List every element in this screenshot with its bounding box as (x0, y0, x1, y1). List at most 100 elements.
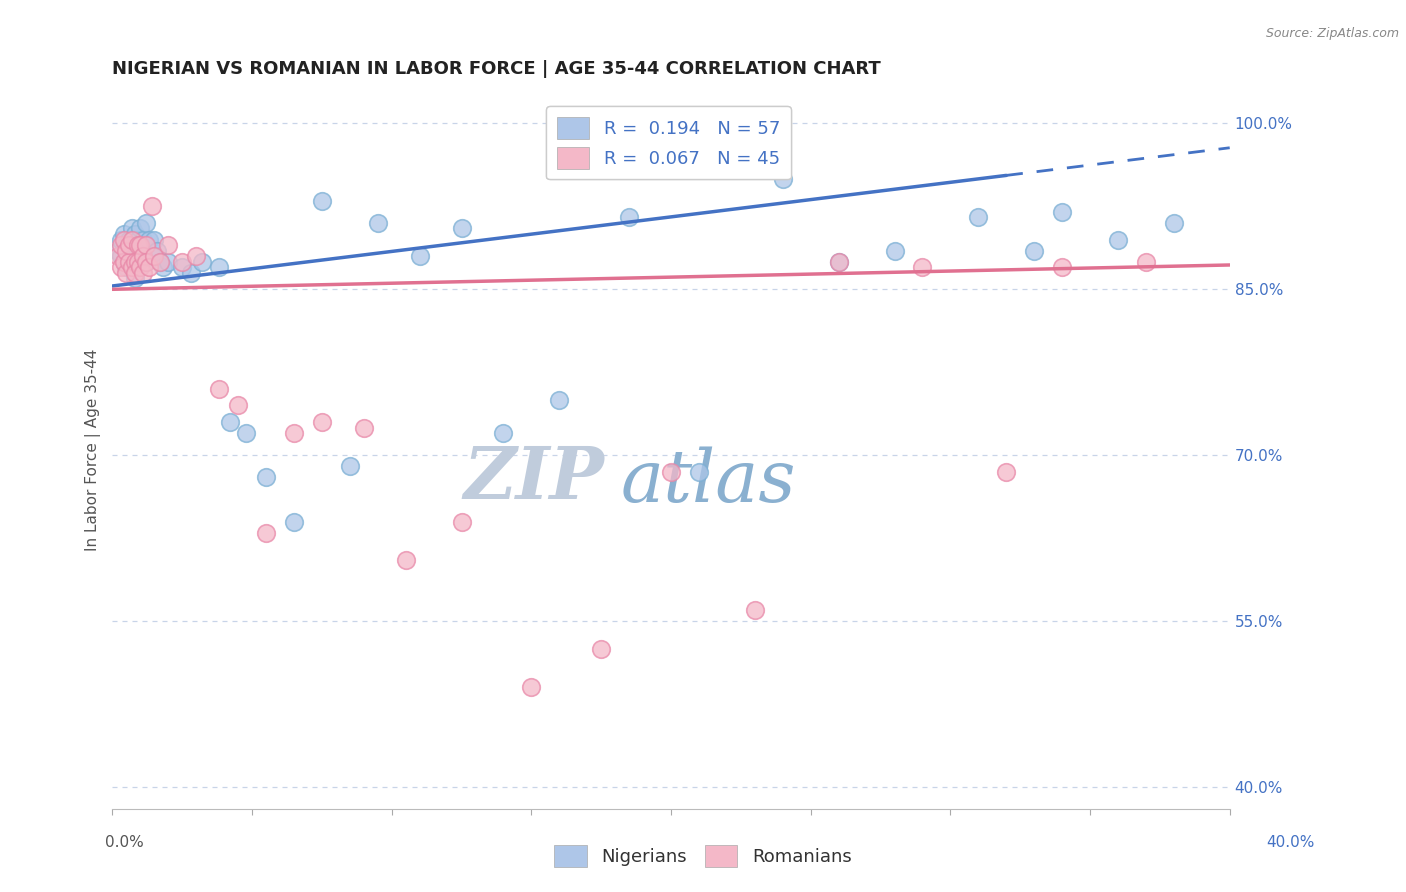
Point (254, 470, 277, 484)
Point (827, 254, 849, 268)
Point (118, 254, 141, 268)
Text: NIGERIAN VS ROMANIAN IN LABOR FORCE | AGE 35-44 CORRELATION CHART: NIGERIAN VS ROMANIAN IN LABOR FORCE | AG… (112, 60, 882, 78)
Point (121, 260, 143, 275)
Point (172, 260, 194, 275)
Point (235, 425, 257, 440)
Point (1107, 233, 1129, 247)
Point (339, 459, 361, 474)
Legend: Nigerians, Romanians: Nigerians, Romanians (547, 838, 859, 874)
Point (149, 254, 172, 268)
Point (157, 254, 180, 268)
Point (688, 465, 710, 479)
Point (408, 249, 430, 263)
Point (226, 398, 249, 412)
Legend: R =  0.194   N = 57, R =  0.067   N = 45: R = 0.194 N = 57, R = 0.067 N = 45 (546, 106, 792, 179)
Point (135, 254, 157, 268)
Point (283, 515, 305, 529)
Point (146, 244, 169, 258)
Point (180, 266, 202, 280)
Point (121, 221, 143, 235)
Point (115, 260, 138, 275)
Point (141, 249, 163, 263)
Point (1163, 216, 1185, 230)
Point (283, 425, 305, 440)
Point (492, 425, 515, 440)
Point (135, 254, 157, 268)
Point (149, 254, 172, 268)
Point (591, 641, 613, 656)
Text: 40.0%: 40.0% (1267, 836, 1315, 850)
Point (110, 233, 132, 247)
Point (110, 238, 132, 252)
Point (121, 244, 143, 258)
Text: 0.0%: 0.0% (105, 836, 145, 850)
Point (186, 249, 208, 263)
Point (129, 260, 152, 275)
Y-axis label: In Labor Force | Age 35-44: In Labor Force | Age 35-44 (86, 349, 101, 551)
Point (152, 260, 174, 275)
Point (129, 238, 152, 252)
Point (617, 211, 640, 225)
Point (353, 420, 375, 434)
Point (115, 244, 138, 258)
Point (127, 233, 149, 247)
Point (172, 254, 194, 268)
Point (129, 221, 152, 235)
Text: ZIP: ZIP (463, 443, 605, 514)
Point (127, 238, 149, 252)
Point (127, 254, 149, 268)
Text: Source: ZipAtlas.com: Source: ZipAtlas.com (1265, 27, 1399, 40)
Point (121, 233, 143, 247)
Point (112, 254, 135, 268)
Point (143, 249, 166, 263)
Point (124, 254, 146, 268)
Point (1135, 254, 1157, 268)
Point (141, 199, 163, 213)
Text: atlas: atlas (621, 447, 796, 517)
Point (827, 254, 849, 268)
Point (548, 392, 571, 407)
Point (995, 465, 1018, 479)
Point (132, 249, 155, 263)
Point (450, 515, 472, 529)
Point (132, 249, 155, 263)
Point (118, 238, 141, 252)
Point (110, 249, 132, 263)
Point (1024, 244, 1046, 258)
Point (129, 260, 152, 275)
Point (110, 260, 132, 275)
Point (115, 244, 138, 258)
Point (967, 211, 990, 225)
Point (135, 216, 157, 230)
Point (254, 525, 277, 540)
Point (124, 271, 146, 285)
Point (911, 260, 934, 275)
Point (112, 227, 135, 241)
Point (138, 233, 160, 247)
Point (118, 233, 141, 247)
Point (191, 254, 214, 268)
Point (520, 681, 543, 695)
Point (132, 233, 155, 247)
Point (218, 415, 240, 429)
Point (138, 260, 160, 275)
Point (143, 233, 166, 247)
Point (883, 244, 905, 258)
Point (1050, 205, 1073, 219)
Point (311, 415, 333, 429)
Point (207, 382, 229, 396)
Point (124, 254, 146, 268)
Point (744, 603, 766, 617)
Point (115, 238, 138, 252)
Point (659, 465, 682, 479)
Point (135, 238, 157, 252)
Point (157, 238, 180, 252)
Point (367, 216, 389, 230)
Point (311, 194, 333, 208)
Point (772, 171, 794, 186)
Point (112, 254, 135, 268)
Point (450, 221, 472, 235)
Point (107, 244, 129, 258)
Point (121, 260, 143, 275)
Point (107, 249, 129, 263)
